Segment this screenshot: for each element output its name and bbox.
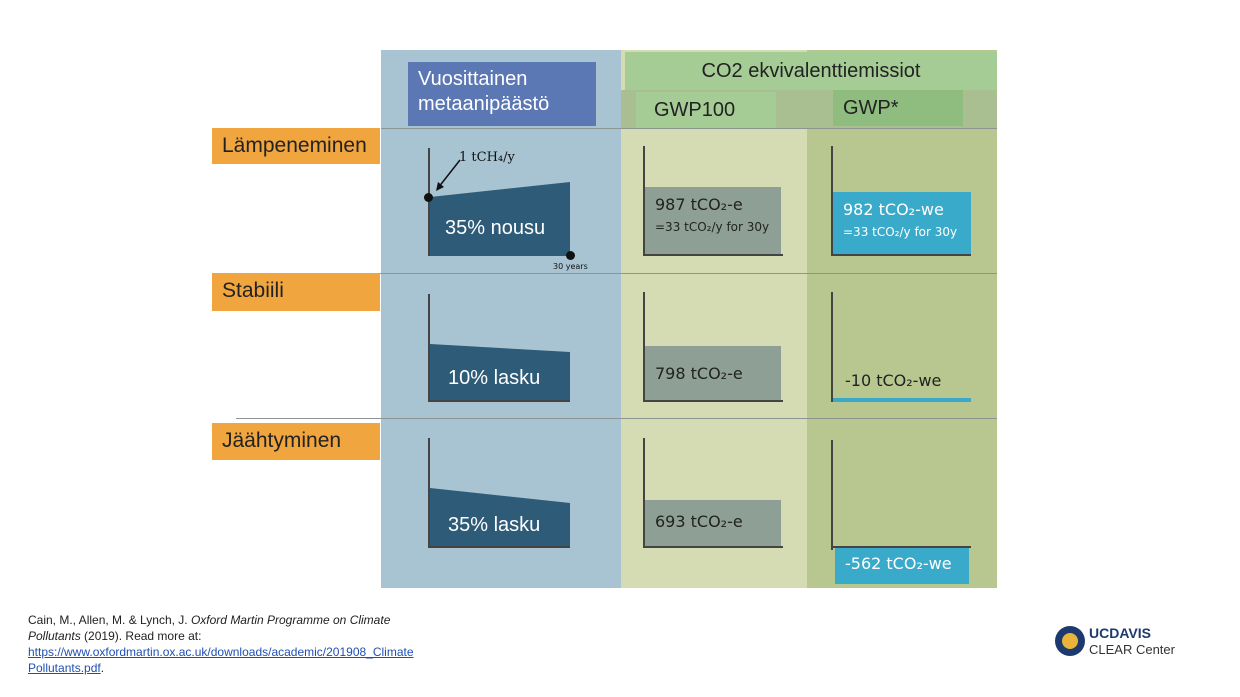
rate-annotation-arrow <box>434 158 464 198</box>
gwpstar-axis-x <box>831 254 971 256</box>
gwp100-axis-y <box>643 146 645 256</box>
ucdavis-clear-logo: UCDAVIS CLEAR Center <box>1053 624 1178 660</box>
citation-year: (2019). Read more at: <box>84 629 202 643</box>
gwpstar-value: 982 tCO₂-we <box>843 200 944 219</box>
logo-mark-inner-icon <box>1062 633 1078 649</box>
citation-link[interactable]: https://www.oxfordmartin.ox.ac.uk/downlo… <box>28 645 414 675</box>
methane-trapezoid-fall <box>430 488 570 546</box>
methane-change-label: 35% lasku <box>448 514 541 536</box>
methane-axis-x <box>428 400 570 402</box>
gwp100-axis-x <box>643 400 783 402</box>
methane-trapezoid-slight-fall <box>430 344 570 400</box>
row-label-cooling: Jäähtyminen <box>212 423 380 460</box>
start-point-marker <box>424 193 433 202</box>
end-point-marker <box>566 251 575 260</box>
methane-header: Vuosittainen metaanipäästö <box>408 62 596 126</box>
gwpstar-value: -10 tCO₂-we <box>845 371 942 390</box>
gwpstar-axis-y <box>831 146 833 256</box>
methane-axis-y <box>428 294 430 402</box>
methane-change-label: 35% nousu <box>445 217 546 239</box>
gwpstar-axis-y <box>831 440 833 550</box>
gwp100-value-box: 798 tCO₂-e <box>645 346 781 400</box>
gwpstar-axis-y <box>831 292 833 402</box>
methane-change-label: 10% lasku <box>448 367 541 389</box>
duration-annotation: 30 years <box>553 262 588 271</box>
gwpstar-value-box: -562 tCO₂-we <box>835 548 969 584</box>
methane-trapezoid-rise <box>430 182 570 256</box>
gwpstar-header: GWP* <box>833 90 963 126</box>
gwpstar-column-bg <box>807 50 997 588</box>
methane-axis-y <box>428 148 430 256</box>
gwpstar-negative-bar <box>833 398 971 402</box>
citation: Cain, M., Allen, M. & Lynch, J. Oxford M… <box>28 612 418 676</box>
gwp100-note: =33 tCO₂/y for 30y <box>655 220 770 234</box>
gwp100-value: 798 tCO₂-e <box>655 364 743 383</box>
gwp100-value: 987 tCO₂-e <box>655 195 743 214</box>
methane-axis-x <box>428 546 570 548</box>
rate-annotation: 1 tCH₄/y <box>459 150 515 165</box>
gwp100-header: GWP100 <box>636 92 776 128</box>
logo-line2: CLEAR Center <box>1089 642 1175 657</box>
gwp100-axis-y <box>643 438 645 548</box>
row-divider <box>236 418 997 419</box>
row-label-warming: Lämpeneminen <box>212 128 380 164</box>
gwpstar-note: =33 tCO₂/y for 30y <box>843 225 958 239</box>
gwp100-value-box: 693 tCO₂-e <box>645 500 781 546</box>
gwp100-value-box: 987 tCO₂-e =33 tCO₂/y for 30y <box>645 187 781 254</box>
gwp100-column-bg <box>621 50 807 588</box>
gwpstar-value: -562 tCO₂-we <box>845 554 952 573</box>
gwp100-axis-x <box>643 546 783 548</box>
methane-axis-y <box>428 438 430 548</box>
gwp100-value: 693 tCO₂-e <box>655 512 743 531</box>
logo-line1: UCDAVIS <box>1089 625 1151 641</box>
gwpstar-value-box: 982 tCO₂-we =33 tCO₂/y for 30y <box>833 192 971 254</box>
co2-equivalent-header: CO2 ekvivalenttiemissiot <box>625 52 997 90</box>
row-divider <box>381 128 997 129</box>
citation-period: . <box>100 661 105 675</box>
gwp100-axis-y <box>643 292 645 402</box>
citation-title: Oxford Martin Programme on Climate Pollu… <box>28 613 391 643</box>
row-label-stable: Stabiili <box>212 273 380 311</box>
gwpstar-axis-x <box>831 546 971 548</box>
citation-authors: Cain, M., Allen, M. & Lynch, J. <box>28 613 188 627</box>
gwp100-axis-x <box>643 254 783 256</box>
row-divider <box>236 273 997 274</box>
